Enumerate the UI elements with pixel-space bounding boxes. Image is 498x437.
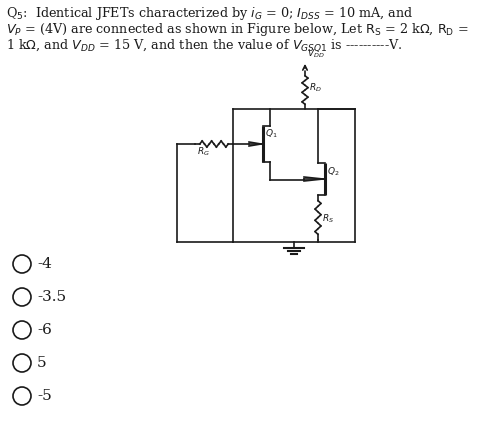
Text: -6: -6 [37,323,52,337]
Text: $V_{DD}$: $V_{DD}$ [307,48,325,60]
Text: $Q_1$: $Q_1$ [265,127,277,139]
Text: $R_S$: $R_S$ [322,212,334,225]
Text: $R_G$: $R_G$ [197,145,210,157]
Text: -3.5: -3.5 [37,290,66,304]
Text: -4: -4 [37,257,52,271]
Text: $R_D$: $R_D$ [309,82,322,94]
Text: $Q_2$: $Q_2$ [327,165,340,177]
Text: $V_P$ = (4V) are connected as shown in Figure below, Let $\mathrm{R_S}$ = 2 k$\O: $V_P$ = (4V) are connected as shown in F… [6,21,469,38]
Text: -5: -5 [37,389,52,403]
Text: 1 k$\Omega$, and $V_{DD}$ = 15 V, and then the value of $V_{GSQ1}$ is ----------: 1 k$\Omega$, and $V_{DD}$ = 15 V, and th… [6,37,402,54]
Text: Q$_5$:  Identical JFETs characterized by $i_G$ = 0; $I_{DSS}$ = 10 mA, and: Q$_5$: Identical JFETs characterized by … [6,5,413,22]
Text: 5: 5 [37,356,47,370]
